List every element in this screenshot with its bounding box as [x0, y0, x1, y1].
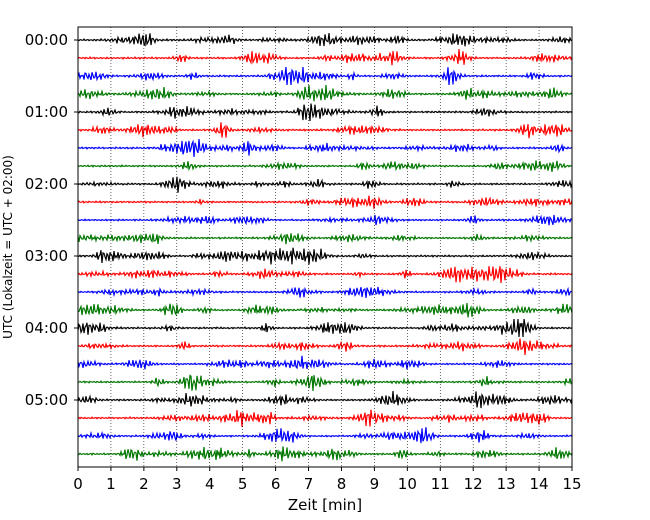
seismic-trace — [77, 160, 573, 173]
seismic-trace — [77, 355, 573, 370]
seismic-trace — [77, 318, 573, 338]
seismic-trace — [77, 303, 573, 318]
x-tick-label: 15 — [562, 475, 581, 493]
seismic-trace — [77, 122, 573, 139]
x-axis-label: Zeit [min] — [288, 496, 362, 514]
x-tick-label: 3 — [172, 475, 182, 493]
y-axis-label: UTC (Lokalzeit = UTC + 02:00) — [1, 155, 15, 339]
y-axis: 00:00 01:00 02:00 03:00 04:00 05:00 — [25, 31, 78, 409]
x-tick-label: 5 — [238, 475, 248, 493]
y-tick-label: 04:00 — [25, 319, 68, 337]
seismic-trace — [77, 176, 573, 193]
grid-lines — [110, 27, 540, 467]
trace-layer — [77, 33, 573, 462]
x-tick-label: 11 — [431, 475, 450, 493]
y-tick-label: 03:00 — [25, 247, 68, 265]
x-tick-label: 0 — [73, 475, 83, 493]
x-tick-label: 10 — [398, 475, 417, 493]
seismic-trace — [77, 66, 573, 86]
x-tick-label: 14 — [530, 475, 549, 493]
seismic-trace — [77, 33, 573, 47]
x-tick-label: 4 — [205, 475, 215, 493]
x-tick-label: 6 — [271, 475, 281, 493]
x-tick-label: 8 — [337, 475, 347, 493]
seismic-trace — [77, 195, 573, 209]
seismic-trace — [77, 138, 573, 158]
y-tick-label: 05:00 — [25, 391, 68, 409]
seismic-trace — [77, 338, 573, 356]
x-tick-label: 2 — [139, 475, 149, 493]
seismic-trace — [77, 232, 573, 245]
x-tick-label: 13 — [497, 475, 516, 493]
y-tick-label: 02:00 — [25, 175, 68, 193]
x-tick-label: 12 — [464, 475, 483, 493]
plot-frame — [77, 26, 573, 468]
seismic-trace — [77, 409, 573, 428]
seismic-trace — [77, 374, 573, 392]
seismic-trace — [77, 427, 573, 444]
x-tick-label: 1 — [106, 475, 116, 493]
seismic-trace — [78, 446, 573, 462]
seismic-trace — [77, 48, 573, 66]
seismic-trace — [77, 214, 573, 226]
x-tick-label: 9 — [370, 475, 380, 493]
seismic-trace — [77, 103, 573, 122]
seismic-trace — [77, 390, 573, 409]
seismic-trace — [77, 84, 573, 102]
x-axis: 0 1 2 3 4 5 6 7 8 9 10 11 12 13 14 15 — [73, 467, 582, 493]
seismic-trace — [77, 247, 573, 265]
x-tick-label: 7 — [304, 475, 314, 493]
seismic-trace — [77, 286, 573, 298]
y-tick-label: 01:00 — [25, 103, 68, 121]
seismic-trace — [77, 266, 573, 284]
y-tick-label: 00:00 — [25, 31, 68, 49]
